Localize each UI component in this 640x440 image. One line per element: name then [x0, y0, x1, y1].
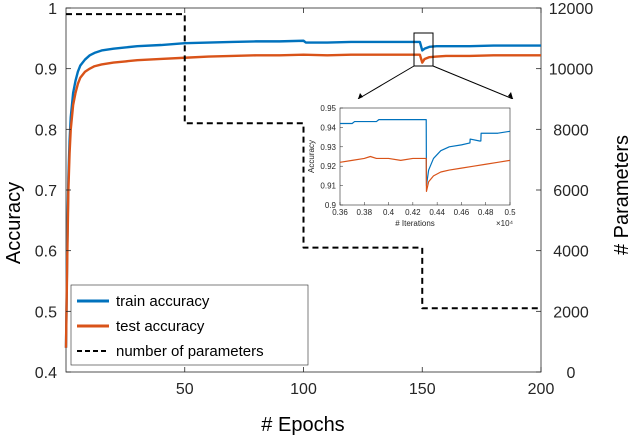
legend-label-test: test accuracy	[116, 318, 205, 335]
zoom-box	[413, 32, 434, 67]
inset-y-tick-label: 0.95	[320, 104, 336, 113]
zoom-arrowhead-right	[508, 92, 513, 99]
zoom-indicator	[357, 32, 514, 100]
x-tick-label: 100	[290, 381, 317, 398]
y-tick-label: 0.7	[35, 183, 57, 200]
y2-tick-label: 2000	[553, 304, 589, 321]
y-tick-label: 1	[48, 1, 57, 18]
legend-label-train: train accuracy	[116, 293, 210, 310]
inset-x-tick-label: 0.48	[478, 208, 494, 217]
inset-y-tick-label: 0.94	[320, 123, 336, 132]
y2-tick-label: 4000	[553, 244, 589, 261]
y-tick-label: 0.5	[35, 304, 57, 321]
inset-x-axis-title: # Iterations	[395, 219, 435, 228]
inset-plot-box	[339, 107, 511, 206]
series-line-number-of-parameters	[66, 13, 541, 310]
x-tick-label: 150	[409, 381, 436, 398]
legend-label-parameters: number of parameters	[116, 343, 264, 360]
x-tick-label: 200	[528, 381, 555, 398]
series-line-train-accuracy	[64, 39, 541, 348]
inset-y-tick-label: 0.92	[320, 162, 336, 171]
inset-series-line-0	[340, 119, 511, 187]
y-tick-label: 0.8	[35, 122, 57, 139]
zoom-arrowhead-left	[358, 93, 363, 99]
x-tick-label: 50	[176, 381, 194, 398]
y-tick-label: 0.9	[35, 62, 57, 79]
inset-plot: 0.36 0.38 0.4 0.42 0.44 0.46 0.48 0.5 0.9 0.91 0.9…	[307, 99, 518, 231]
y-tick-label: 0.6	[35, 244, 57, 261]
inset-x-tick-label: 0.46	[454, 208, 470, 217]
y2-tick-label: 6000	[553, 183, 589, 200]
inset-y-tick-label: 0.91	[320, 182, 336, 191]
inset-x-tick-label: 0.42	[405, 208, 421, 217]
zoom-connector-right	[432, 65, 514, 100]
zoom-connector-left	[357, 65, 415, 100]
y2-tick-label: 8000	[553, 122, 589, 139]
inset-y-tick-label: 0.9	[325, 201, 337, 210]
legend: train accuracy test accuracy number of p…	[70, 284, 309, 366]
inset-y-tick-label: 0.93	[320, 143, 336, 152]
inset-y-axis-title: Accuracy	[307, 140, 316, 173]
inset-x-tick-label: 0.4	[383, 208, 395, 217]
inset-x-tick-label: 0.44	[429, 208, 445, 217]
inset-x-tick-label: 0.36	[332, 208, 348, 217]
main-series-group	[64, 13, 541, 348]
inset-x-tick-label: 0.5	[504, 208, 516, 217]
legend-box	[70, 284, 309, 366]
inset-x-exponent-label: ×10⁴	[496, 219, 514, 228]
y2-tick-label: 10000	[549, 62, 594, 79]
y-tick-label: 0.4	[35, 365, 57, 382]
inset-series-line-1	[339, 155, 511, 193]
y-axis-title: Accuracy	[3, 182, 25, 264]
inset-x-tick-label: 0.38	[356, 208, 372, 217]
main-tick-group: 50 100 150 2000.40.50.60.70.80.910200040006…	[35, 1, 594, 398]
y2-axis-title: # Parameters	[611, 135, 633, 255]
y2-tick-label: 12000	[549, 1, 594, 18]
x-axis-title: # Epochs	[261, 414, 344, 436]
y2-tick-label: 0	[567, 365, 576, 382]
series-line-test-accuracy	[64, 53, 541, 348]
